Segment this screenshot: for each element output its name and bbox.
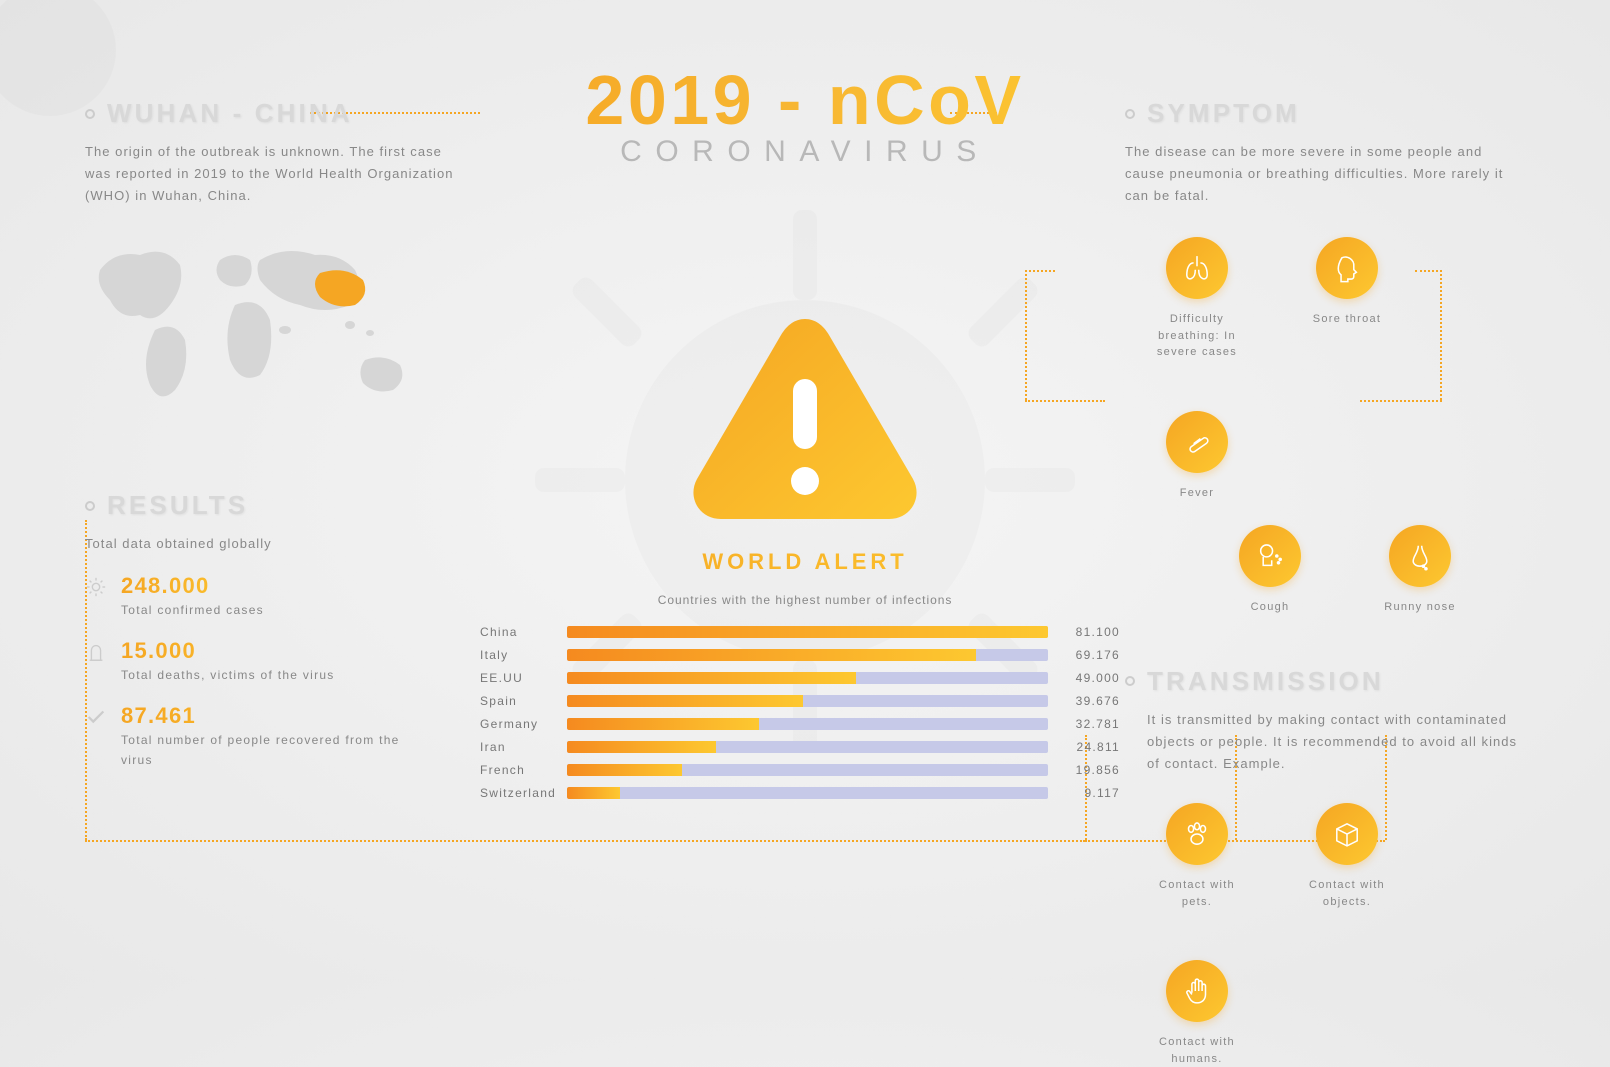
chart-bar-track: [567, 764, 1048, 776]
chart-value: 81.100: [1060, 625, 1120, 639]
icon-caption: Contact with objects.: [1297, 877, 1397, 910]
chart-bar-fill: [567, 695, 803, 707]
sun-icon: [85, 576, 107, 598]
icon-item: Contact with objects.: [1297, 803, 1397, 910]
chart-row: EE.UU 49.000: [480, 671, 1120, 685]
chart-bar-track: [567, 649, 1048, 661]
box-icon: [1316, 803, 1378, 865]
chart-value: 49.000: [1060, 671, 1120, 685]
result-value: 248.000: [121, 573, 264, 599]
origin-text: The origin of the outbreak is unknown. T…: [85, 141, 455, 207]
chart-value: 19.856: [1060, 763, 1120, 777]
chart-row: China 81.100: [480, 625, 1120, 639]
icon-caption: Cough: [1251, 599, 1290, 616]
result-value: 15.000: [121, 638, 335, 664]
alert-triangle-icon: [685, 309, 925, 529]
world-map: [85, 225, 425, 425]
subtitle: CORONAVIRUS: [480, 135, 1130, 169]
icon-item: Runny nose: [1370, 525, 1470, 616]
transmission-text: It is transmitted by making contact with…: [1125, 709, 1525, 775]
infections-chart: China 81.100 Italy 69.176 EE.UU 49.000 S…: [480, 625, 1130, 800]
chart-bar-track: [567, 787, 1048, 799]
transmission-heading: TRANSMISSION: [1147, 666, 1384, 697]
thermometer-icon: [1166, 411, 1228, 473]
chart-bar-track: [567, 626, 1048, 638]
chart-row: French 19.856: [480, 763, 1120, 777]
check-icon: [85, 706, 107, 728]
chart-bar-track: [567, 672, 1048, 684]
bullet-icon: [1125, 109, 1135, 119]
chart-label: Germany: [480, 717, 555, 731]
chart-bar-track: [567, 718, 1048, 730]
icon-caption: Contact with pets.: [1147, 877, 1247, 910]
chart-bar-track: [567, 695, 1048, 707]
grave-icon: [85, 641, 107, 663]
chart-bar-fill: [567, 764, 682, 776]
chart-value: 9.117: [1060, 786, 1120, 800]
chart-row: Iran 24.811: [480, 740, 1120, 754]
chart-row: Germany 32.781: [480, 717, 1120, 731]
chart-label: Switzerland: [480, 786, 555, 800]
chart-label: French: [480, 763, 555, 777]
results-subtext: Total data obtained globally: [85, 533, 415, 555]
chart-bar-track: [567, 741, 1048, 753]
chart-bar-fill: [567, 787, 620, 799]
chart-label: Spain: [480, 694, 555, 708]
results-heading: RESULTS: [107, 490, 248, 521]
world-alert-label: WORLD ALERT: [480, 549, 1130, 575]
bullet-icon: [1125, 676, 1135, 686]
chart-bar-fill: [567, 626, 1048, 638]
head-icon: [1316, 237, 1378, 299]
result-label: Total confirmed cases: [121, 601, 264, 620]
chart-value: 69.176: [1060, 648, 1120, 662]
bullet-icon: [85, 109, 95, 119]
main-title: 2019 - nCoV: [480, 60, 1130, 140]
chart-caption: Countries with the highest number of inf…: [480, 593, 1130, 607]
nose-icon: [1389, 525, 1451, 587]
hand-icon: [1166, 960, 1228, 1022]
icon-caption: Runny nose: [1384, 599, 1456, 616]
chart-row: Spain 39.676: [480, 694, 1120, 708]
bullet-icon: [85, 501, 95, 511]
chart-row: Switzerland 9.117: [480, 786, 1120, 800]
chart-value: 24.811: [1060, 740, 1120, 754]
icon-item: Cough: [1220, 525, 1320, 616]
result-label: Total number of people recovered from th…: [121, 731, 415, 769]
icon-caption: Sore throat: [1313, 311, 1382, 328]
result-value: 87.461: [121, 703, 415, 729]
chart-bar-fill: [567, 649, 976, 661]
icon-caption: Difficulty breathing: In severe cases: [1147, 311, 1247, 361]
icon-item: Difficulty breathing: In severe cases: [1147, 237, 1247, 361]
icon-item: Sore throat: [1297, 237, 1397, 361]
result-item: 87.461 Total number of people recovered …: [85, 703, 415, 769]
chart-label: China: [480, 625, 555, 639]
chart-row: Italy 69.176: [480, 648, 1120, 662]
chart-label: EE.UU: [480, 671, 555, 685]
result-label: Total deaths, victims of the virus: [121, 666, 335, 685]
icon-caption: Contact with humans.: [1147, 1034, 1247, 1067]
chart-value: 39.676: [1060, 694, 1120, 708]
chart-label: Iran: [480, 740, 555, 754]
icon-caption: Fever: [1180, 485, 1215, 502]
result-item: 248.000 Total confirmed cases: [85, 573, 415, 620]
chart-bar-fill: [567, 741, 716, 753]
icon-item: Fever: [1147, 411, 1247, 502]
icon-item: Contact with pets.: [1147, 803, 1247, 910]
lungs-icon: [1166, 237, 1228, 299]
cough-icon: [1239, 525, 1301, 587]
symptom-text: The disease can be more severe in some p…: [1125, 141, 1525, 207]
chart-label: Italy: [480, 648, 555, 662]
paw-icon: [1166, 803, 1228, 865]
chart-value: 32.781: [1060, 717, 1120, 731]
icon-item: Contact with humans.: [1147, 960, 1247, 1067]
origin-heading: WUHAN - CHINA: [107, 98, 353, 129]
symptom-heading: SYMPTOM: [1147, 98, 1300, 129]
result-item: 15.000 Total deaths, victims of the viru…: [85, 638, 415, 685]
chart-bar-fill: [567, 718, 759, 730]
chart-bar-fill: [567, 672, 856, 684]
